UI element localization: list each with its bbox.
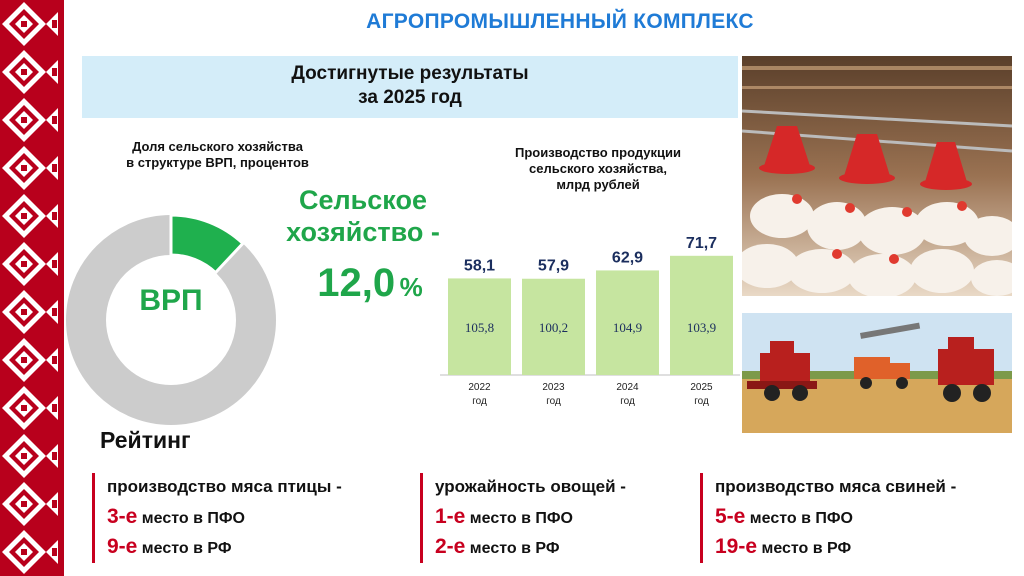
bar-value-label: 58,1	[464, 257, 495, 274]
bar	[448, 278, 511, 375]
vrp-caption: Доля сельского хозяйства в структуре ВРП…	[95, 139, 340, 171]
bar-index-label: 100,2	[539, 320, 568, 335]
rating-column-pork: производство мяса свиней - 5-е место в П…	[700, 473, 1010, 563]
rating-line: 3-е место в ПФО	[107, 505, 402, 535]
x-tick-label-suffix: год	[694, 396, 709, 407]
rank-text: место в РФ	[137, 540, 232, 557]
rating-line: 19-е место в РФ	[715, 535, 1010, 565]
page-title: АГРОПРОМЫШЛЕННЫЙ КОМПЛЕКС	[366, 10, 754, 33]
agri-share-number: 12,0	[317, 261, 396, 305]
harvest-photo	[742, 313, 1012, 433]
rating-heading: производство мяса свиней -	[715, 477, 957, 496]
rating-line: 9-е место в РФ	[107, 535, 402, 565]
ornament-border	[0, 0, 64, 576]
x-tick-label-suffix: год	[620, 396, 635, 407]
rank-value: 3-е	[107, 505, 138, 528]
x-tick-label-year: 2025	[690, 382, 713, 393]
production-caption-line-3: млрд рублей	[556, 177, 640, 192]
agri-share-title-line-1: Сельское	[299, 185, 427, 215]
vrp-donut-chart	[66, 215, 276, 425]
bar-index-label: 103,9	[687, 320, 716, 335]
agri-share-title: Сельское хозяйство -	[278, 184, 448, 248]
rating-title: Рейтинг	[100, 427, 191, 453]
results-heading: Достигнутые результаты за 2025 год	[82, 62, 738, 110]
rank-value: 5-е	[715, 505, 746, 528]
results-line-2: за 2025 год	[358, 87, 462, 108]
rating-line: 1-е место в ПФО	[435, 505, 690, 535]
rating-heading: урожайность овощей -	[435, 477, 626, 496]
rank-value: 2-е	[435, 535, 466, 558]
bar-index-label: 105,8	[465, 320, 494, 335]
bar-value-label: 62,9	[612, 249, 643, 266]
x-tick-label-year: 2024	[616, 382, 639, 393]
bar	[670, 255, 733, 375]
agri-share-value: 12,0 %	[290, 261, 450, 306]
rank-value: 9-е	[107, 535, 138, 558]
bar-value-label: 57,9	[538, 258, 569, 275]
rating-heading: производство мяса птицы -	[107, 477, 342, 496]
donut-share-segment	[169, 215, 245, 275]
rank-text: место в ПФО	[745, 510, 853, 527]
production-caption: Производство продукции сельского хозяйст…	[478, 145, 718, 193]
rank-text: место в РФ	[465, 540, 560, 557]
x-tick-label-year: 2022	[468, 382, 491, 393]
x-tick-label-year: 2023	[542, 382, 565, 393]
rating-line: 5-е место в ПФО	[715, 505, 1010, 535]
rank-text: место в РФ	[757, 540, 852, 557]
rating-line: 2-е место в РФ	[435, 535, 690, 565]
bar-index-label: 104,9	[613, 320, 642, 335]
results-line-1: Достигнутые результаты	[291, 63, 529, 84]
production-caption-line-1: Производство продукции	[514, 145, 681, 160]
results-banner	[82, 56, 738, 118]
agri-share-unit: %	[399, 272, 423, 302]
x-tick-label-suffix: год	[546, 396, 561, 407]
rank-text: место в ПФО	[137, 510, 245, 527]
bar	[596, 270, 659, 375]
vrp-caption-line-1: Доля сельского хозяйства	[132, 139, 303, 154]
bar-value-label: 71,7	[686, 235, 717, 252]
rank-value: 1-е	[435, 505, 466, 528]
rating-column-poultry: производство мяса птицы - 3-е место в ПФ…	[92, 473, 402, 563]
donut-rest-segment	[66, 215, 276, 425]
rank-value: 19-е	[715, 535, 758, 558]
x-tick-label-suffix: год	[472, 396, 487, 407]
poultry-farm-photo	[742, 56, 1012, 296]
donut-center-label: ВРП	[139, 284, 203, 317]
rating-column-vegetables: урожайность овощей - 1-е место в ПФО 2-е…	[420, 473, 690, 563]
production-caption-line-2: сельского хозяйства,	[529, 161, 667, 176]
bar	[522, 278, 585, 375]
vrp-caption-line-2: в структуре ВРП, процентов	[126, 155, 309, 170]
production-bar-chart: 58,1 105,8 2022 год 57,9 100,2 2023 год 62,9 104,…	[440, 235, 740, 407]
agri-share-title-line-2: хозяйство -	[286, 217, 440, 247]
rank-text: место в ПФО	[465, 510, 573, 527]
